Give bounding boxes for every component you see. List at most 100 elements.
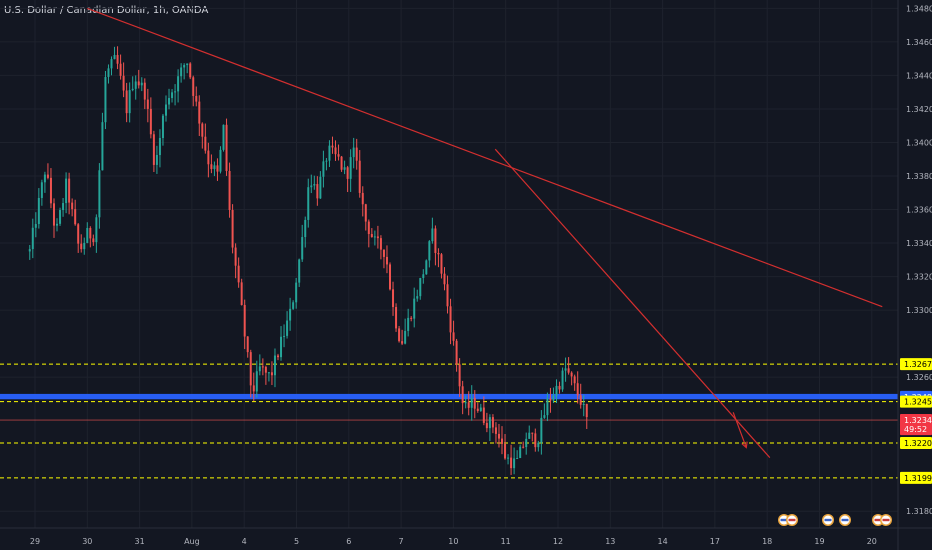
candle-body: [337, 154, 340, 157]
candle-body: [204, 136, 207, 151]
candle-body: [422, 274, 425, 279]
candle-body: [564, 368, 567, 371]
price-tick-label: 1.31800: [906, 507, 932, 516]
time-tick-label: 30: [82, 537, 92, 546]
candle-body: [310, 185, 313, 188]
candle-body: [416, 296, 419, 299]
flag-uk-icon[interactable]: [880, 514, 892, 526]
candle-body: [331, 145, 334, 148]
candle-body: [570, 372, 573, 377]
candle-body: [210, 164, 213, 170]
price-tag: 1.32678: [900, 358, 932, 371]
candle-body: [95, 217, 98, 243]
candle-body: [395, 307, 398, 329]
candle-body: [419, 278, 422, 297]
candle-body: [573, 376, 576, 384]
candle-body: [286, 320, 289, 336]
candle-body: [352, 147, 355, 158]
candle-body: [161, 115, 164, 139]
price-tag-label: 1.32207: [904, 439, 932, 448]
candle-body: [561, 370, 564, 390]
price-tag: 1.32454: [900, 395, 932, 408]
candle-body: [549, 398, 552, 401]
flag-us-icon-stripe: [824, 518, 832, 522]
candle-body: [540, 417, 543, 443]
candle-body: [198, 101, 201, 124]
candle-body: [131, 88, 134, 91]
candle-body: [280, 336, 283, 358]
candle-body: [313, 184, 316, 186]
candle-body: [398, 328, 401, 342]
candle-body: [425, 260, 428, 275]
candle-body: [385, 256, 388, 265]
candle-body: [216, 165, 219, 172]
candle-body: [246, 336, 249, 353]
flag-us-ca-icon[interactable]: [786, 514, 798, 526]
candle-body: [292, 302, 295, 309]
price-tick-label: 1.33200: [906, 273, 932, 282]
candle-body: [534, 433, 537, 448]
candle-body: [467, 402, 470, 408]
support-band: [0, 393, 898, 400]
candle-body: [56, 223, 59, 226]
candle-body: [316, 184, 319, 199]
candle-body: [267, 372, 270, 374]
price-tick-label: 1.33400: [906, 239, 932, 248]
flag-us-ca-icon-stripe: [788, 518, 796, 522]
candle-body: [449, 306, 452, 333]
time-tick-label: 13: [605, 537, 615, 546]
candle-body: [334, 147, 337, 155]
price-tick-label: 1.34800: [906, 4, 932, 13]
candle-body: [134, 81, 137, 89]
chart-title: U.S. Dollar / Canadian Dollar, 1h, OANDA: [4, 5, 209, 16]
candle-body: [168, 98, 171, 105]
candle-body: [494, 427, 497, 434]
forecast-arrow[interactable]: [732, 412, 747, 448]
candle-body: [49, 177, 52, 204]
candle-body: [491, 417, 494, 428]
trendline-long[interactable]: [87, 7, 883, 308]
candle-body: [225, 124, 228, 172]
candle-body: [180, 67, 183, 77]
candle-body: [346, 167, 349, 179]
price-tag-bg: [900, 437, 932, 450]
time-tick-label: Aug: [184, 537, 200, 546]
candle-body: [62, 203, 65, 211]
candle-body: [283, 335, 286, 337]
candle-body: [59, 210, 62, 224]
price-tag: 49:52: [900, 423, 932, 436]
candle-body: [258, 366, 261, 372]
candle-body: [567, 368, 570, 373]
candle-body: [240, 282, 243, 305]
candle-body: [343, 167, 346, 170]
time-tick-label: 17: [710, 537, 720, 546]
price-tag-bg: [900, 395, 932, 408]
candle-body: [507, 457, 510, 459]
candle-body: [404, 330, 407, 344]
flag-us-icon[interactable]: [839, 514, 851, 526]
price-tag-label: 1.31999: [904, 474, 932, 483]
candle-body: [219, 149, 222, 172]
candle-body: [434, 228, 437, 253]
candle-body: [77, 224, 80, 244]
candle-body: [555, 385, 558, 396]
candle-body: [152, 134, 155, 165]
candle-body: [497, 433, 500, 439]
flag-us-icon[interactable]: [822, 514, 834, 526]
candle-body: [382, 249, 385, 257]
candle-body: [140, 82, 143, 86]
candles-layer: [28, 46, 588, 475]
candle-body: [243, 304, 246, 337]
candle-body: [270, 372, 273, 376]
candle-body: [410, 317, 413, 319]
candle-body: [513, 458, 516, 469]
price-tag-bg: [900, 423, 932, 436]
candle-body: [155, 155, 158, 165]
event-icons-layer: [778, 514, 892, 526]
candle-body: [516, 457, 519, 459]
candle-body: [261, 366, 264, 368]
candle-body: [89, 227, 92, 239]
trendline-short[interactable]: [494, 148, 771, 458]
